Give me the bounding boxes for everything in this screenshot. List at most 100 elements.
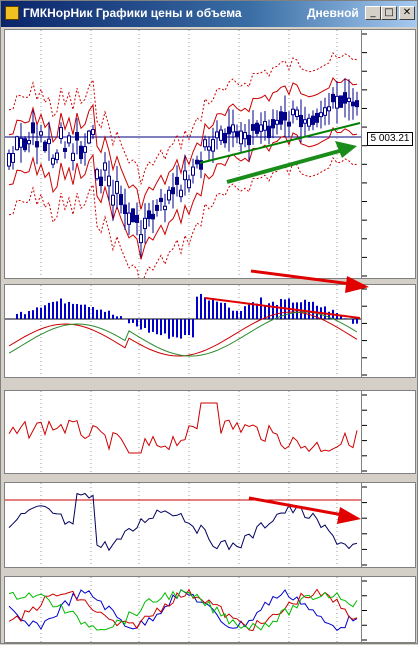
rsi-chart [5,391,362,474]
histogram-bar [108,311,110,319]
histogram-bar [156,319,158,334]
histogram-bar [48,303,50,319]
histogram-bar [28,311,30,319]
candle-body [104,163,107,170]
histogram-bar [172,319,174,337]
candle-body [68,136,71,143]
price-scale[interactable] [362,29,416,279]
candle-body [36,142,39,147]
histogram-bar [32,310,34,319]
histogram-bar [80,305,82,319]
histogram-bar [120,316,122,319]
histogram-bar [304,300,306,319]
candle-body [296,110,299,117]
candle-body [228,127,231,134]
maximize-button[interactable]: □ [381,6,397,20]
oscillator-pane[interactable] [4,284,362,378]
histogram-bar [36,307,38,319]
candle-body [44,142,47,150]
candle-body [264,122,267,131]
histogram-bar [136,319,138,326]
candle-body [204,140,207,147]
histogram-bar [132,319,134,323]
candle-body [80,146,83,158]
candle-body [280,112,283,124]
stochastic-chart [5,483,362,568]
rsi-scale[interactable] [362,390,416,474]
histogram-bar [180,319,182,339]
candle-body [256,123,259,133]
candle-body [140,235,143,243]
candle-body [64,148,67,151]
candle-body [112,195,115,205]
candle-body [244,133,247,139]
histogram-bar [116,316,118,319]
candle-body [28,141,31,144]
oscillator-scale[interactable] [362,284,416,378]
histogram-bar [204,297,206,319]
candle-body [84,147,87,153]
histogram-bar [256,304,258,319]
histogram-bar [128,319,130,323]
rsi-pane[interactable] [4,390,362,474]
histogram-bar [20,312,22,319]
candle-body [252,125,255,131]
title-bar[interactable]: ГМКНорНик Графики цены и объема Дневной … [1,1,417,27]
histogram-bar [60,298,62,319]
candle-body [24,139,27,150]
candle-body [320,113,323,117]
histogram-bar [212,298,214,319]
candle-body [172,188,175,194]
candle-body [132,209,135,222]
histogram-bar [352,319,354,324]
histogram-bar [244,306,246,319]
histogram-bar [160,319,162,335]
candle-body [156,205,159,210]
candle-body [40,132,43,135]
dmi-scale[interactable] [362,576,416,643]
candle-body [212,140,215,152]
histogram-bar [260,297,262,319]
candle-body [344,93,347,104]
candle-body [176,177,179,184]
candle-body [168,190,171,200]
candle-body [108,176,111,186]
candle-body [148,211,151,219]
histogram-bar [52,302,54,319]
candle-body [144,218,147,228]
histogram-bar [184,319,186,335]
candle-body [224,133,227,142]
candle-body [316,113,319,122]
histogram-bar [168,319,170,339]
candle-body [184,171,187,180]
candle-body [124,205,127,213]
candle-body [216,132,219,138]
chart-app-icon[interactable] [5,6,19,20]
minimize-button[interactable]: _ [365,6,381,20]
candle-body [220,130,223,140]
histogram-bar [152,319,154,332]
candle-body [56,153,59,160]
histogram-bar [64,303,66,319]
candle-body [16,137,19,150]
stochastic-scale[interactable] [362,482,416,568]
close-button[interactable]: ✕ [399,6,415,20]
histogram-bar [144,319,146,328]
candle-body [308,118,311,126]
histogram-bar [148,319,150,333]
histogram-bar [208,301,210,319]
candle-body [268,126,271,137]
window-title: ГМКНорНик Графики цены и объема [23,6,242,20]
candle-body [52,158,55,164]
candle-body [92,130,95,135]
price-chart-pane[interactable] [4,29,362,279]
trend-arrow-shaft [227,150,343,182]
dmi-pane[interactable] [4,576,362,643]
rsi-line [9,403,357,453]
histogram-bar [292,303,294,319]
stochastic-pane[interactable] [4,482,362,568]
candle-body [136,216,139,223]
candle-body [324,108,327,116]
histogram-bar [192,319,194,337]
